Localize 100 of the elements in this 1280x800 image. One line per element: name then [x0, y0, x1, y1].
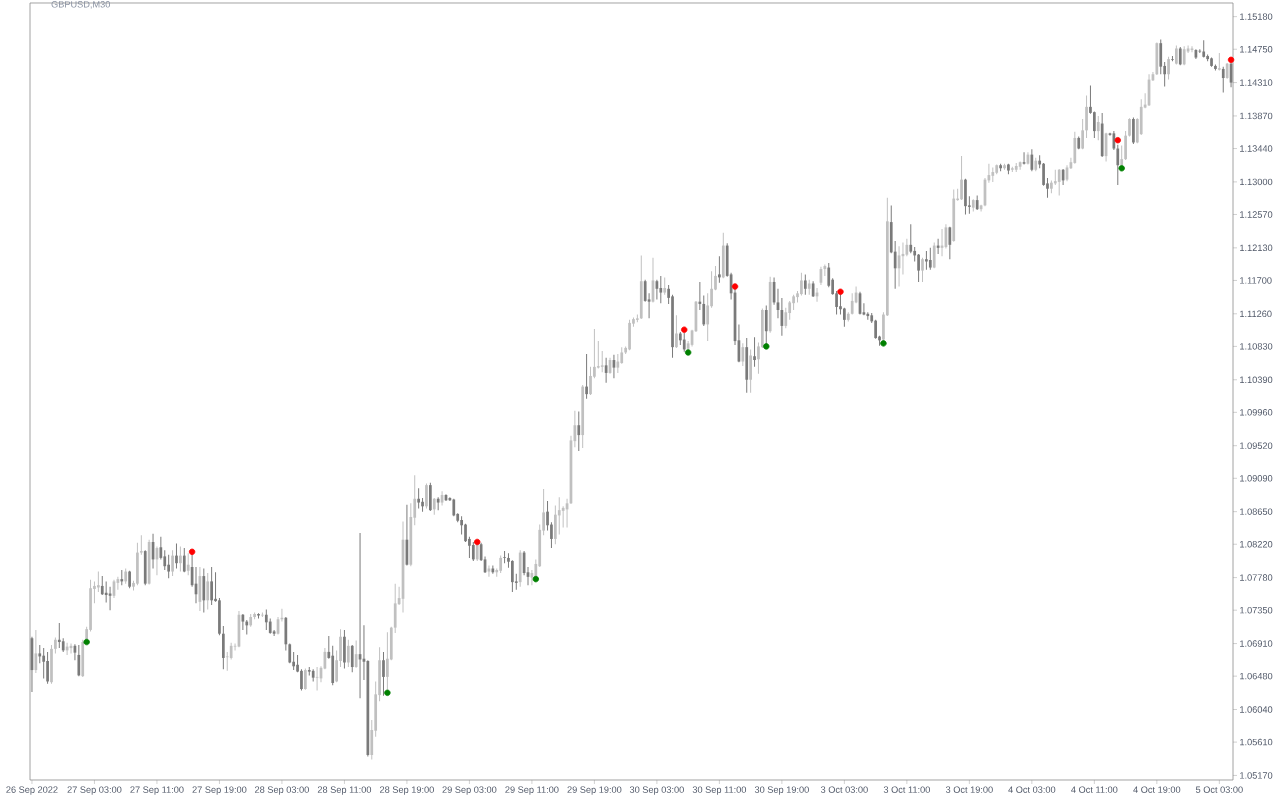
candlestick [577, 411, 581, 452]
candlestick [175, 542, 178, 569]
y-tick-label: 1.09960 [1240, 409, 1273, 416]
candlestick [948, 226, 952, 260]
x-tick-label: 30 Sep 11:00 [692, 786, 747, 795]
candlestick [1124, 130, 1127, 161]
x-tick-label: 5 Oct 03:00 [1195, 786, 1243, 793]
candlestick [300, 668, 303, 692]
y-tick-label: 1.06040 [1240, 706, 1273, 713]
candlestick [585, 353, 588, 400]
candlestick [46, 651, 49, 685]
candlestick [206, 572, 210, 610]
y-tick-label: 1.14310 [1240, 79, 1273, 86]
candlestick [1096, 115, 1100, 141]
candlestick [706, 292, 710, 342]
candlestick [1159, 38, 1163, 75]
candlestick [34, 629, 38, 674]
point [83, 638, 90, 646]
y-tick-label: 1.10830 [1240, 343, 1273, 350]
candlestick [550, 521, 553, 549]
y-tick-label: 1.15180 [1240, 13, 1273, 20]
point [1118, 165, 1125, 172]
candlestick [350, 644, 354, 673]
candlestick [186, 552, 190, 576]
candlestick [1182, 45, 1186, 66]
candlestick [1018, 160, 1022, 171]
candlestick [1085, 94, 1088, 139]
x-tick-label: 26 Sep 2022 [6, 786, 58, 795]
candlestick [1132, 116, 1135, 145]
y-tick-label: 1.11700 [1240, 277, 1272, 284]
y-tick-label: 1.08650 [1240, 508, 1273, 515]
candlestick [304, 668, 307, 691]
candlestick [546, 500, 549, 532]
candlestick [471, 541, 475, 562]
candlestick [57, 622, 61, 649]
candlestick [557, 496, 561, 535]
x-tick-label: 27 Sep 03:00 [67, 786, 122, 795]
candlestick [503, 550, 506, 564]
candlestick [464, 523, 467, 543]
candlestick [1190, 45, 1194, 53]
candlestick [425, 483, 428, 510]
x-tick-label: 30 Sep 03:00 [629, 786, 684, 795]
x-tick-label: 29 Sep 19:00 [567, 786, 622, 795]
candlestick [139, 534, 143, 556]
point [837, 288, 844, 296]
x-tick-label: 4 Oct 19:00 [1133, 786, 1181, 793]
point [1114, 137, 1121, 144]
candlestick [171, 549, 174, 577]
point [384, 689, 391, 697]
x-tick-label: 28 Sep 11:00 [317, 786, 372, 795]
candlestick [210, 566, 213, 606]
x-tick-label: 28 Sep 03:00 [255, 786, 309, 795]
point [474, 538, 481, 546]
candlestick [874, 319, 877, 340]
candlestick [1042, 162, 1045, 187]
x-tick-label: 3 Oct 19:00 [945, 786, 993, 793]
candlestick [382, 651, 385, 697]
x-tick-label: 30 Sep 19:00 [754, 786, 809, 795]
y-tick-label: 1.09520 [1240, 442, 1273, 449]
y-tick-label: 1.13870 [1240, 112, 1273, 120]
y-tick-label: 1.13440 [1240, 145, 1273, 152]
candlestick [893, 240, 897, 290]
point [532, 575, 540, 583]
x-tick-label: 4 Oct 03:00 [1008, 786, 1056, 793]
candlestick [417, 487, 421, 510]
candlestick [1022, 151, 1026, 165]
y-tick-label: 1.05610 [1240, 738, 1273, 746]
candlestick [182, 547, 186, 573]
candlestick [1092, 110, 1096, 139]
candlestick [346, 639, 350, 668]
point [188, 548, 196, 556]
candlestick [803, 273, 807, 296]
candlestick [42, 647, 46, 679]
candlestick [682, 332, 686, 353]
candlestick [862, 302, 866, 316]
candlestick [38, 644, 42, 664]
candlestick [925, 250, 928, 271]
point [731, 283, 739, 290]
candlestick [753, 336, 756, 368]
x-tick-label: 27 Sep 19:00 [192, 786, 247, 795]
candlestick [741, 342, 745, 367]
y-tick-label: 1.14750 [1240, 45, 1273, 53]
y-tick-label: 1.12130 [1240, 244, 1273, 252]
x-tick-label: 29 Sep 11:00 [505, 786, 559, 795]
candlestick [909, 223, 913, 254]
y-tick-label: 1.07350 [1240, 606, 1273, 614]
candlestick [292, 651, 296, 671]
candlestick [1030, 148, 1034, 172]
candlestick [616, 353, 620, 374]
y-tick-label: 1.07780 [1240, 574, 1273, 581]
y-tick-label: 1.12570 [1240, 211, 1273, 218]
candlestick [315, 666, 319, 692]
candlestick [659, 275, 663, 304]
candlestick [675, 314, 678, 349]
chart-title: GBPUSD,M30 [51, 1, 111, 9]
candlestick [511, 559, 514, 593]
candlestick [1081, 118, 1084, 150]
candlestick [800, 272, 803, 297]
x-tick-label: 27 Sep 11:00 [130, 786, 184, 795]
candlestick [354, 640, 358, 669]
